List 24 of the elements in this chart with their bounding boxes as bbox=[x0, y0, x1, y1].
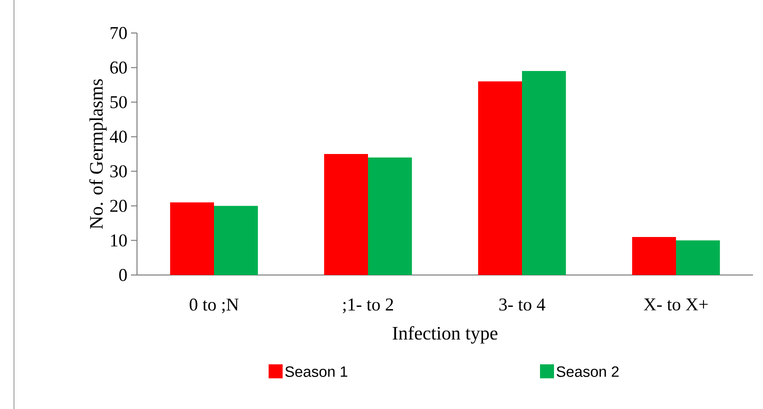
bar bbox=[170, 202, 214, 275]
x-tick-label: 3- to 4 bbox=[499, 298, 546, 311]
x-tick-label: ;1- to 2 bbox=[342, 298, 394, 314]
bar bbox=[478, 81, 522, 275]
y-tick-label: 70 bbox=[110, 26, 127, 40]
x-tick-label: X- to X+ bbox=[644, 298, 708, 310]
y-tick-label: 30 bbox=[110, 165, 127, 178]
y-tick-label: 0 bbox=[119, 268, 127, 282]
y-axis-title: No. of Germplasms bbox=[89, 79, 107, 229]
bar bbox=[368, 157, 412, 275]
x-axis-title: Infection type bbox=[392, 326, 498, 344]
legend-label: Season 2 bbox=[556, 366, 619, 377]
bar bbox=[522, 71, 566, 275]
x-tick-label: 0 to ;N bbox=[190, 298, 239, 314]
y-tick-label: 40 bbox=[110, 130, 127, 143]
y-tick-label: 60 bbox=[110, 62, 127, 74]
bar bbox=[632, 236, 676, 275]
y-tick-label: 20 bbox=[110, 200, 127, 212]
legend-label: Season 1 bbox=[285, 366, 348, 377]
y-tick-label: 50 bbox=[110, 96, 127, 108]
bar bbox=[214, 206, 258, 275]
bar bbox=[676, 240, 720, 275]
y-tick-label: 10 bbox=[111, 234, 127, 246]
bar bbox=[324, 154, 368, 275]
